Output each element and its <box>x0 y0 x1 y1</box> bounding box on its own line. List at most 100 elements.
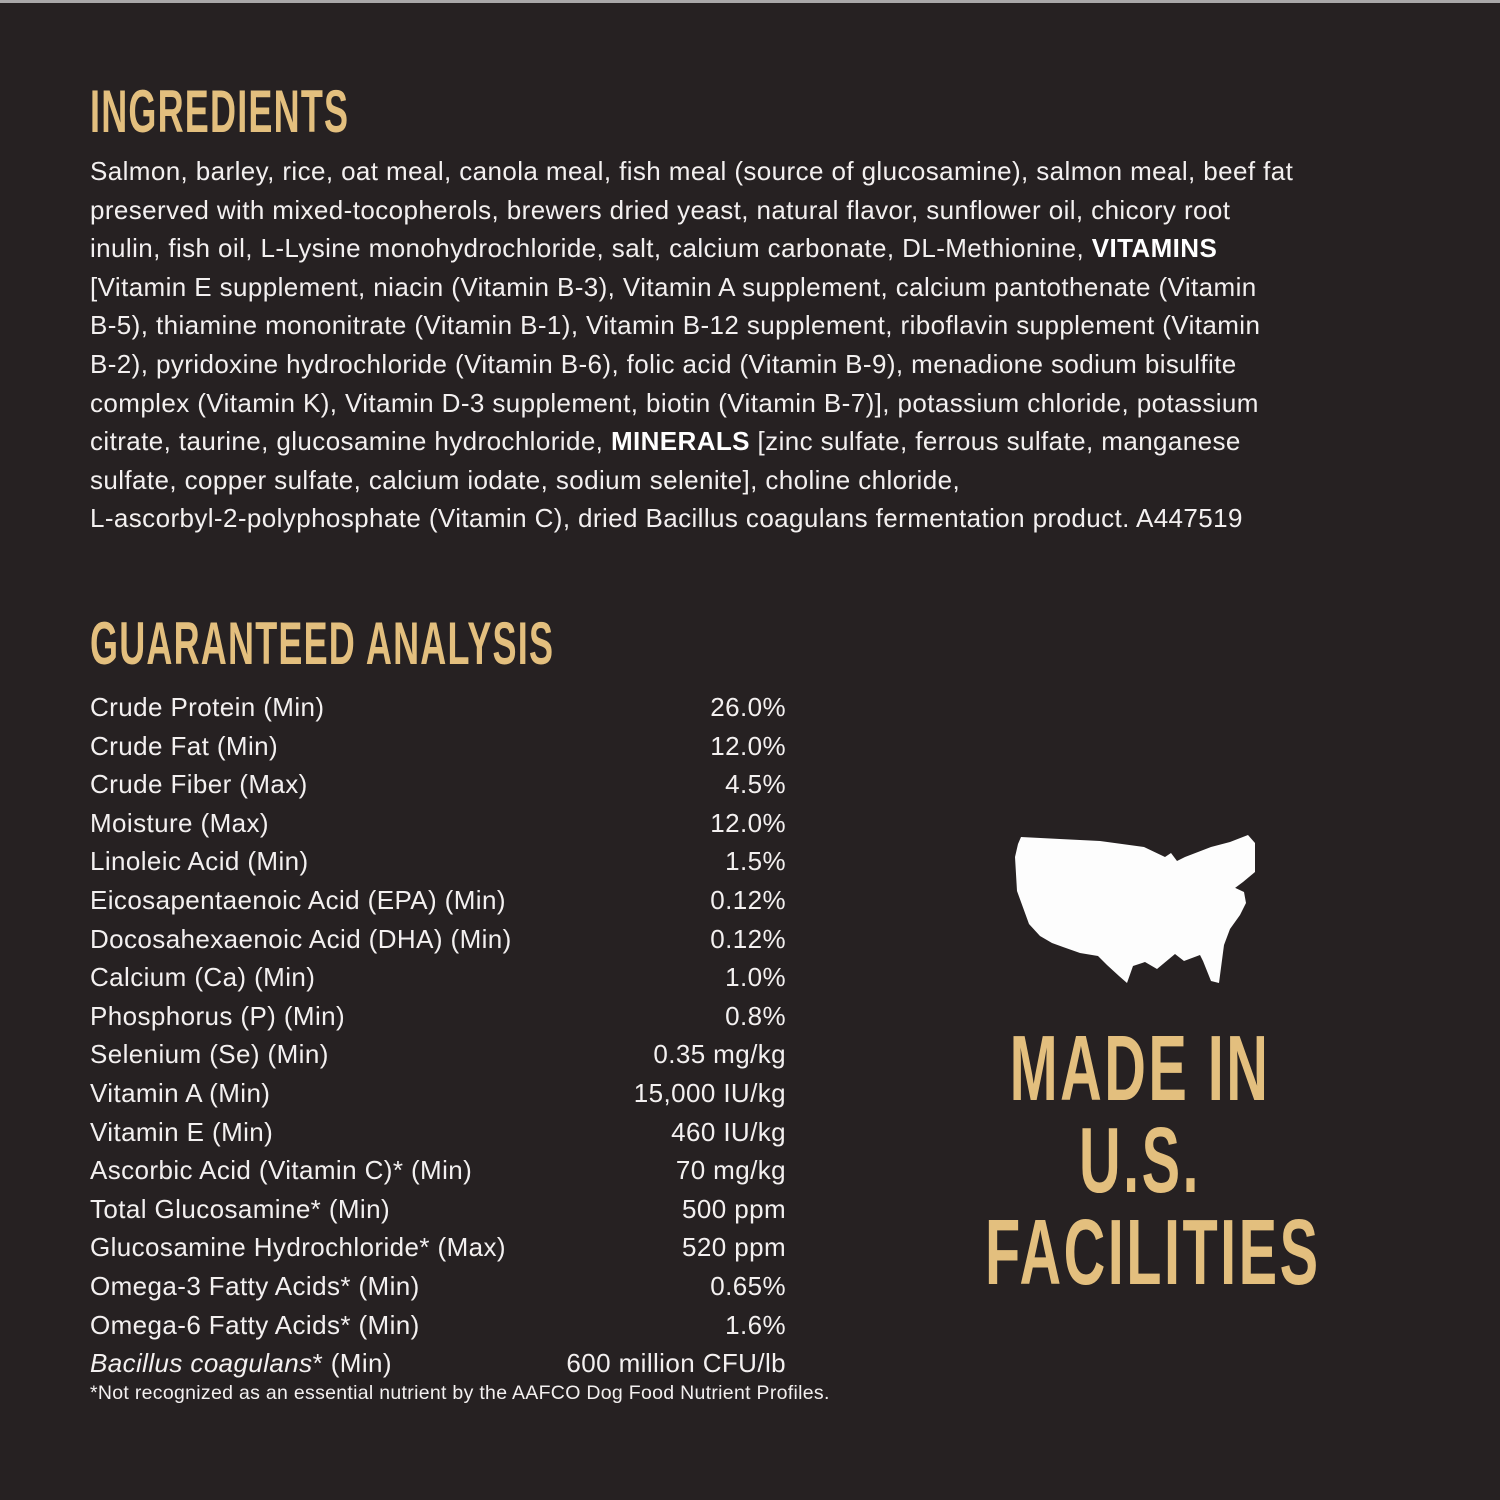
nutrient-label: Moisture (Max) <box>90 804 269 843</box>
nutrient-label: Glucosamine Hydrochloride* (Max) <box>90 1228 506 1267</box>
made-in-us-facilities-text: MADE IN U.S. FACILITIES <box>890 1016 1390 1304</box>
analysis-row: Glucosamine Hydrochloride* (Max) 520 ppm <box>90 1228 786 1267</box>
nutrient-label: Bacillus coagulans* (Min) <box>90 1344 392 1383</box>
nutrient-label: Omega-6 Fatty Acids* (Min) <box>90 1306 420 1345</box>
ingredients-line: L-ascorbyl-2-polyphosphate (Vitamin C), … <box>90 499 1435 538</box>
text-segment: L-ascorbyl-2-polyphosphate (Vitamin C), … <box>90 503 1243 534</box>
analysis-row: Calcium (Ca) (Min) 1.0% <box>90 958 786 997</box>
nutrient-value: 15,000 IU/kg <box>633 1077 786 1108</box>
nutrient-value: 1.6% <box>725 1309 786 1340</box>
ingredients-line: sulfate, copper sulfate, calcium iodate,… <box>90 461 1435 500</box>
text-segment: [Vitamin E supplement, niacin (Vitamin B… <box>90 271 1257 302</box>
analysis-row: Phosphorus (P) (Min) 0.8% <box>90 997 786 1036</box>
analysis-row: Omega-3 Fatty Acids* (Min) 0.65% <box>90 1267 786 1306</box>
text-segment: Crude Protein (Min) <box>90 692 325 722</box>
nutrient-value: 26.0% <box>710 692 786 722</box>
nutrient-label: Phosphorus (P) (Min) <box>90 997 345 1036</box>
text-segment: Vitamin E (Min) <box>90 1116 274 1147</box>
text-segment: Glucosamine Hydrochloride* (Max) <box>90 1232 506 1263</box>
text-segment: Selenium (Se) (Min) <box>90 1039 329 1070</box>
text-segment: inulin, fish oil, L-Lysine monohydrochlo… <box>90 233 1092 264</box>
text-segment: Docosahexaenoic Acid (DHA) (Min) <box>90 923 512 954</box>
nutrient-value: 520 ppm <box>682 1232 786 1263</box>
text-segment: preserved with mixed-tocopherols, brewer… <box>90 194 1231 225</box>
analysis-row: Crude Protein (Min) 26.0% <box>90 688 786 727</box>
analysis-row: Eicosapentaenoic Acid (EPA) (Min) 0.12% <box>90 881 786 920</box>
made-in-line: U.S. <box>1078 1108 1202 1212</box>
ingredients-line: complex (Vitamin K), Vitamin D-3 supplem… <box>90 384 1435 423</box>
nutrient-label: Docosahexaenoic Acid (DHA) (Min) <box>90 920 512 959</box>
analysis-row: Docosahexaenoic Acid (DHA) (Min) 0.12% <box>90 920 786 959</box>
nutrient-label: Crude Fat (Min) <box>90 727 278 766</box>
text-segment: [zinc sulfate, ferrous sulfate, manganes… <box>749 426 1241 457</box>
nutrient-value: 0.8% <box>725 1000 786 1031</box>
nutrient-value: 460 IU/kg <box>671 1116 786 1147</box>
photo-top-edge-strip <box>0 0 1500 3</box>
text-segment: Crude Fat (Min) <box>90 730 279 761</box>
text-segment: B-2), pyridoxine hydrochloride (Vitamin … <box>90 348 1237 379</box>
text-segment: Phosphorus (P) (Min) <box>90 1000 346 1031</box>
text-segment: Crude Fiber (Max) <box>90 769 308 800</box>
made-in-line: FACILITIES <box>985 1200 1321 1304</box>
text-segment: Ascorbic Acid (Vitamin C)* (Min) <box>90 1155 473 1186</box>
nutrient-label: Crude Protein (Min) <box>90 688 324 727</box>
usa-map-icon <box>1015 835 1255 983</box>
nutrient-value: 600 million CFU/lb <box>566 1348 786 1379</box>
text-segment: Vitamin A (Min) <box>90 1077 271 1108</box>
analysis-row: Selenium (Se) (Min) 0.35 mg/kg <box>90 1035 786 1074</box>
nutrient-label: Vitamin E (Min) <box>90 1113 273 1152</box>
text-segment: VITAMINS <box>1091 233 1218 264</box>
ingredients-paragraph: Salmon, barley, rice, oat meal, canola m… <box>90 152 1435 538</box>
guaranteed-analysis-table: Crude Protein (Min) 26.0% Crude Fat (Min) 1… <box>90 688 786 1383</box>
text-segment: citrate, taurine, glucosamine hydrochlor… <box>90 426 611 457</box>
nutrient-value: 1.0% <box>725 962 786 993</box>
analysis-row: Crude Fat (Min) 12.0% <box>90 727 786 766</box>
nutrient-value: 0.12% <box>710 923 786 954</box>
nutrient-value: 0.35 mg/kg <box>653 1039 786 1070</box>
analysis-row: Crude Fiber (Max) 4.5% <box>90 765 786 804</box>
ingredients-line: preserved with mixed-tocopherols, brewer… <box>90 191 1435 230</box>
text-segment: complex (Vitamin K), Vitamin D-3 supplem… <box>90 387 1259 418</box>
text-segment: * (Min) <box>312 1348 392 1379</box>
guaranteed-analysis-heading: GUARANTEED ANALYSIS <box>90 610 555 677</box>
ingredients-heading: INGREDIENTS <box>90 78 350 145</box>
nutrient-value: 12.0% <box>710 730 786 761</box>
analysis-row: Omega-6 Fatty Acids* (Min) 1.6% <box>90 1306 786 1345</box>
nutrient-label: Ascorbic Acid (Vitamin C)* (Min) <box>90 1151 472 1190</box>
text-segment: B-5), thiamine mononitrate (Vitamin B-1)… <box>90 310 1261 341</box>
text-segment: Bacillus coagulans <box>90 1348 313 1379</box>
text-segment: Total Glucosamine* (Min) <box>90 1193 391 1224</box>
nutrient-value: 0.65% <box>710 1270 786 1301</box>
nutrient-value: 500 ppm <box>682 1193 786 1224</box>
analysis-row: Vitamin A (Min) 15,000 IU/kg <box>90 1074 786 1113</box>
ingredients-line: inulin, fish oil, L-Lysine monohydrochlo… <box>90 229 1435 268</box>
nutrient-label: Vitamin A (Min) <box>90 1074 270 1113</box>
analysis-row: Total Glucosamine* (Min) 500 ppm <box>90 1190 786 1229</box>
nutrient-label: Selenium (Se) (Min) <box>90 1035 329 1074</box>
text-segment: MINERALS <box>610 426 750 457</box>
ingredients-line: B-5), thiamine mononitrate (Vitamin B-1)… <box>90 306 1435 345</box>
text-segment: Eicosapentaenoic Acid (EPA) (Min) <box>90 884 506 915</box>
analysis-row: Ascorbic Acid (Vitamin C)* (Min) 70 mg/kg <box>90 1151 786 1190</box>
made-in-line: MADE IN <box>1009 1016 1271 1120</box>
nutrient-value: 4.5% <box>725 769 786 800</box>
text-segment: Moisture (Max) <box>90 807 269 838</box>
nutrient-label: Calcium (Ca) (Min) <box>90 958 315 997</box>
nutrient-value: 70 mg/kg <box>675 1155 786 1186</box>
text-segment: Salmon, barley, rice, oat meal, canola m… <box>90 156 1294 186</box>
nutrient-label: Eicosapentaenoic Acid (EPA) (Min) <box>90 881 506 920</box>
nutrient-value: 0.12% <box>710 884 786 915</box>
text-segment: Linoleic Acid (Min) <box>90 846 309 877</box>
ingredients-line: citrate, taurine, glucosamine hydrochlor… <box>90 422 1435 461</box>
analysis-row: Linoleic Acid (Min) 1.5% <box>90 842 786 881</box>
text-segment: sulfate, copper sulfate, calcium iodate,… <box>90 464 961 495</box>
nutrient-value: 1.5% <box>725 846 786 877</box>
analysis-row: Vitamin E (Min) 460 IU/kg <box>90 1113 786 1152</box>
nutrient-label: Linoleic Acid (Min) <box>90 842 309 881</box>
nutrient-label: Total Glucosamine* (Min) <box>90 1190 390 1229</box>
ingredients-line: [Vitamin E supplement, niacin (Vitamin B… <box>90 268 1435 307</box>
ingredients-line: B-2), pyridoxine hydrochloride (Vitamin … <box>90 345 1435 384</box>
analysis-row: Moisture (Max) 12.0% <box>90 804 786 843</box>
nutrient-label: Crude Fiber (Max) <box>90 765 308 804</box>
